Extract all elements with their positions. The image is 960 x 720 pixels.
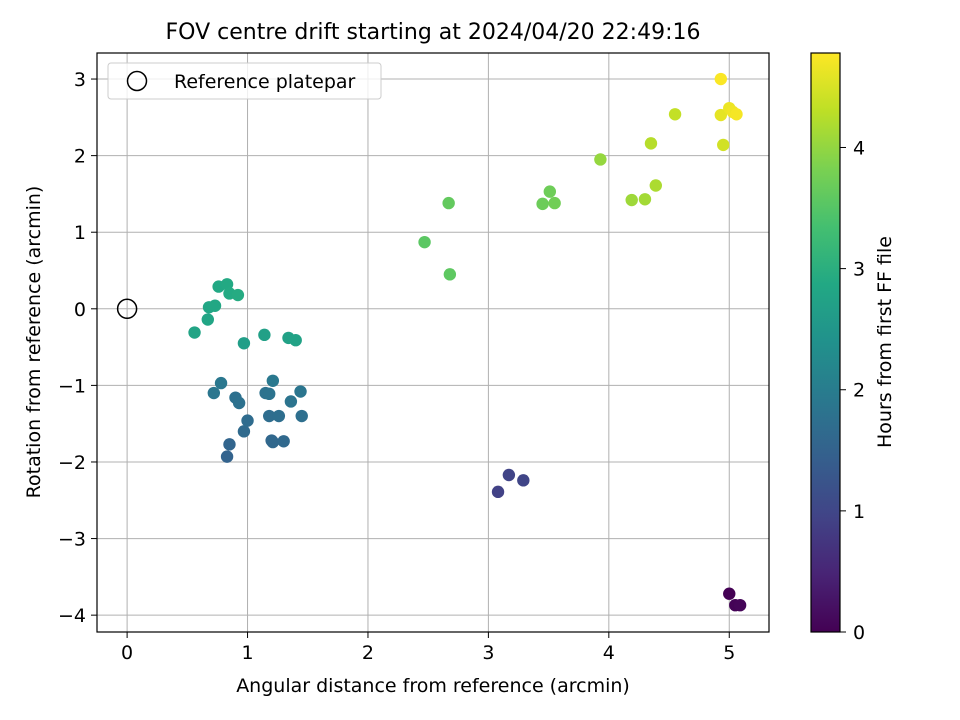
reference-platepar-marker — [116, 298, 138, 320]
data-point — [241, 414, 254, 427]
y-tick-label: 3 — [74, 69, 86, 91]
data-point — [201, 313, 214, 326]
x-axis-ticks: 0 1 2 3 4 5 — [121, 632, 735, 664]
data-point — [443, 268, 457, 281]
data-point — [277, 435, 290, 448]
data-points — [188, 72, 747, 612]
data-point — [714, 72, 728, 86]
x-tick-label: 1 — [241, 642, 253, 664]
data-point — [294, 385, 307, 398]
data-point — [733, 598, 747, 612]
colorbar-tick-label: 0 — [853, 622, 865, 644]
data-point — [188, 326, 201, 339]
x-tick-label: 5 — [723, 642, 735, 664]
data-point — [536, 197, 549, 211]
y-tick-label: −4 — [58, 605, 86, 627]
colorbar-tick-label: 2 — [853, 380, 865, 402]
data-point — [649, 179, 662, 192]
data-point — [237, 425, 251, 438]
grid-lines — [97, 53, 769, 632]
data-point — [548, 196, 561, 210]
colorbar-ticks: 0 1 2 3 4 — [840, 137, 865, 644]
colorbar-tick-label: 3 — [853, 259, 865, 281]
data-point — [266, 435, 280, 449]
data-point — [502, 468, 516, 482]
data-point — [289, 334, 302, 347]
y-tick-label: 1 — [74, 222, 86, 244]
colorbar-gradient — [810, 52, 841, 633]
data-point — [258, 328, 271, 342]
y-tick-label: −1 — [58, 375, 86, 397]
legend-box — [107, 62, 382, 100]
data-point — [714, 108, 728, 122]
colorbar: 0 1 2 3 4 Hours from first FF file — [810, 52, 896, 644]
x-tick-label: 3 — [482, 642, 494, 664]
y-tick-label: 2 — [74, 146, 86, 168]
data-point — [263, 409, 276, 423]
legend-label: Reference platepar — [174, 71, 356, 93]
y-axis-ticks: −4 −3 −2 −1 0 1 2 3 — [58, 69, 97, 627]
x-tick-label: 4 — [603, 642, 615, 664]
colorbar-tick-label: 4 — [853, 137, 865, 159]
x-tick-label: 0 — [121, 642, 133, 664]
data-point — [284, 395, 298, 408]
colorbar-tick-label: 1 — [853, 501, 865, 523]
data-point — [272, 409, 286, 423]
data-point — [717, 138, 730, 152]
data-point — [220, 450, 234, 463]
data-point — [594, 153, 607, 166]
data-point — [723, 587, 736, 600]
x-axis-label: Angular distance from reference (arcmin) — [236, 675, 630, 697]
data-point — [207, 386, 221, 400]
data-point — [214, 376, 228, 390]
plot-frame — [96, 52, 770, 633]
data-point — [418, 235, 431, 249]
data-point — [644, 137, 658, 150]
data-point — [263, 387, 276, 401]
y-tick-label: −3 — [58, 529, 86, 551]
x-tick-label: 2 — [362, 642, 374, 664]
legend-marker-icon — [126, 70, 148, 92]
data-point — [517, 474, 530, 487]
data-point — [231, 288, 245, 302]
data-point — [266, 374, 280, 387]
chart-title: FOV centre drift starting at 2024/04/20 … — [166, 20, 701, 45]
colorbar-label: Hours from first FF file — [874, 236, 896, 448]
legend: Reference platepar — [107, 62, 382, 100]
data-point — [442, 196, 455, 210]
data-point — [625, 193, 638, 207]
data-point — [638, 193, 652, 206]
y-tick-label: 0 — [74, 299, 86, 321]
data-point — [232, 396, 246, 410]
data-point — [668, 108, 682, 121]
data-point — [730, 108, 743, 121]
plot-area: 0 1 2 3 4 5 −4 −3 −2 −1 0 1 2 3 — [58, 52, 770, 664]
data-point — [223, 438, 236, 451]
data-point — [208, 299, 222, 312]
data-point — [237, 337, 251, 350]
data-point — [543, 185, 557, 198]
data-point — [491, 485, 505, 499]
data-point — [295, 409, 308, 423]
y-tick-label: −2 — [58, 452, 86, 474]
y-axis-label: Rotation from reference (arcmin) — [23, 186, 45, 499]
